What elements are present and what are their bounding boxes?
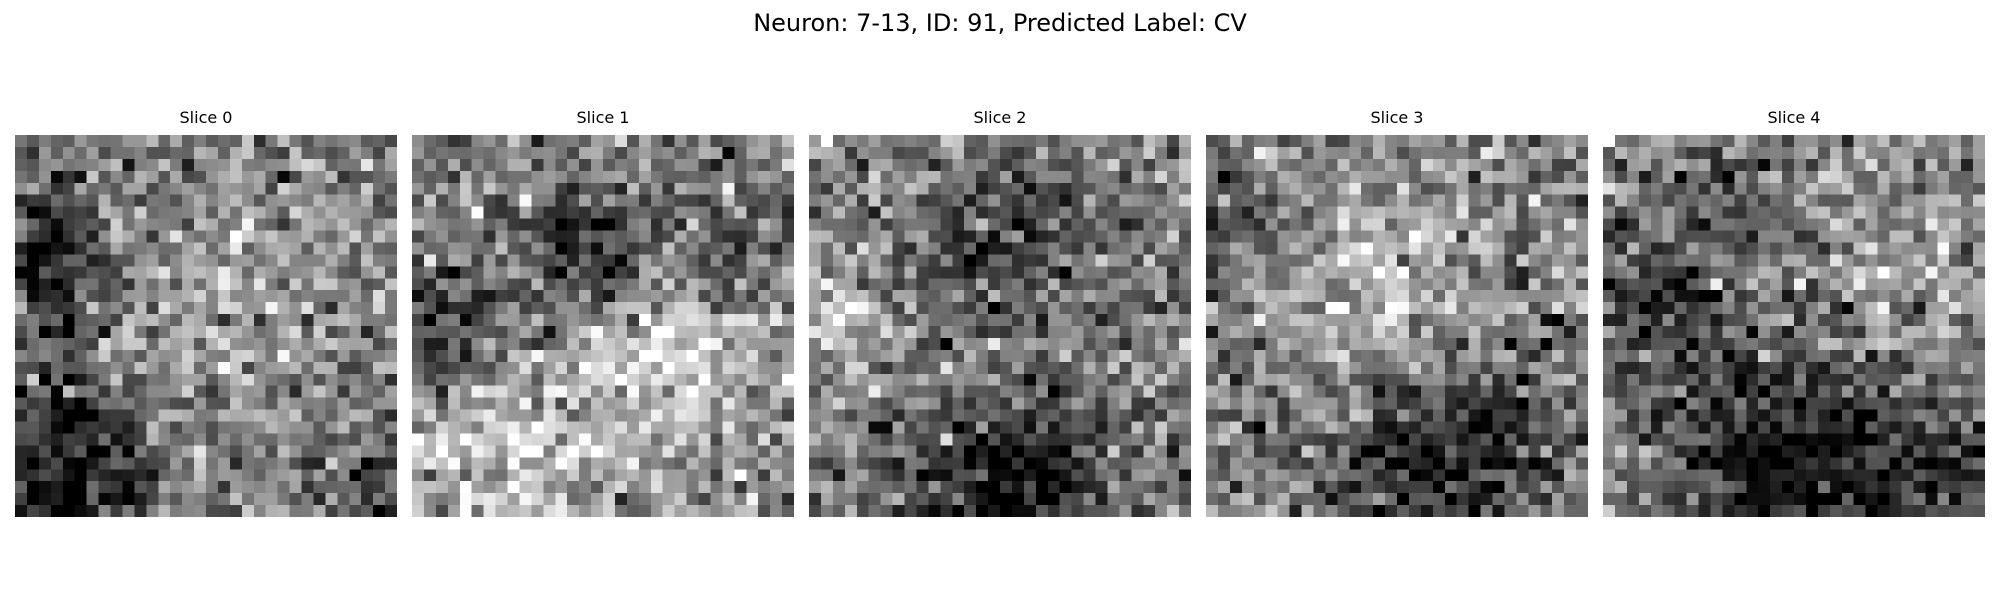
slice-title-1: Slice 1 [576, 108, 630, 127]
slice-title-4: Slice 4 [1767, 108, 1821, 127]
figure-title: Neuron: 7-13, ID: 91, Predicted Label: C… [753, 9, 1247, 37]
slice-title-0: Slice 0 [179, 108, 233, 127]
slice-image-3 [1206, 135, 1588, 517]
slice-image-4 [1603, 135, 1985, 517]
slice-title-3: Slice 3 [1370, 108, 1424, 127]
slice-image-1 [412, 135, 794, 517]
slice-image-2 [809, 135, 1191, 517]
slice-image-0 [15, 135, 397, 517]
slice-title-2: Slice 2 [973, 108, 1027, 127]
